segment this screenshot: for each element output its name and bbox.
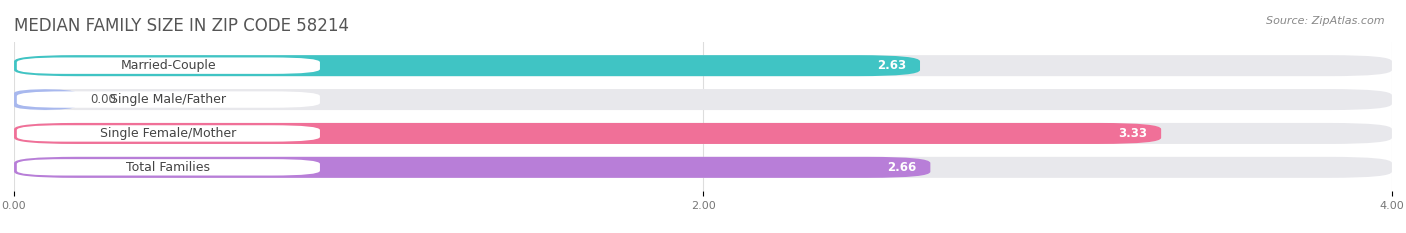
FancyBboxPatch shape [14,55,1392,76]
Text: Source: ZipAtlas.com: Source: ZipAtlas.com [1267,16,1385,26]
FancyBboxPatch shape [17,159,321,175]
Text: Married-Couple: Married-Couple [121,59,217,72]
Text: Total Families: Total Families [127,161,211,174]
Text: MEDIAN FAMILY SIZE IN ZIP CODE 58214: MEDIAN FAMILY SIZE IN ZIP CODE 58214 [14,17,349,35]
Text: Single Female/Mother: Single Female/Mother [100,127,236,140]
Text: Single Male/Father: Single Male/Father [111,93,226,106]
FancyBboxPatch shape [14,157,931,178]
FancyBboxPatch shape [14,89,76,110]
FancyBboxPatch shape [14,89,1392,110]
FancyBboxPatch shape [17,125,321,142]
Text: 2.66: 2.66 [887,161,917,174]
Text: 3.33: 3.33 [1118,127,1147,140]
FancyBboxPatch shape [14,55,920,76]
FancyBboxPatch shape [17,91,321,108]
FancyBboxPatch shape [17,58,321,74]
FancyBboxPatch shape [14,123,1392,144]
FancyBboxPatch shape [14,123,1161,144]
FancyBboxPatch shape [14,157,1392,178]
Text: 2.63: 2.63 [877,59,907,72]
Text: 0.00: 0.00 [90,93,115,106]
